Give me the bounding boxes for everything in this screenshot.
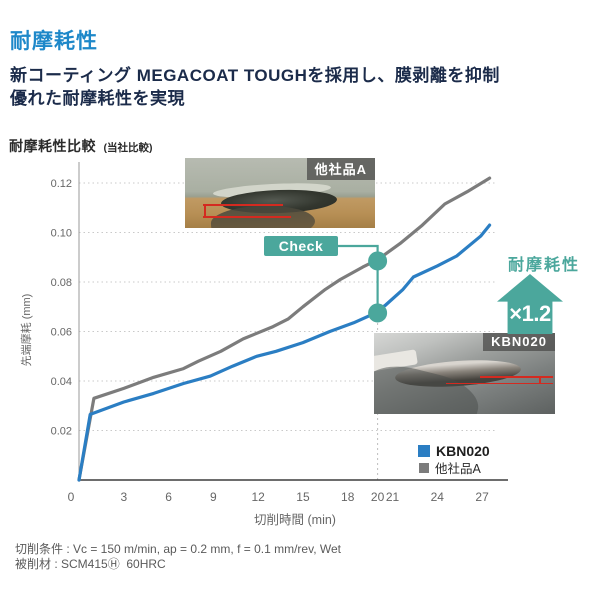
- wear-resistance-gain-label: 耐摩耗性: [507, 257, 580, 274]
- x-axis-label: 切削時間 (min): [254, 513, 336, 527]
- chart-title-note: (当社比較): [103, 142, 153, 154]
- y-tick-label: 0.08: [51, 277, 72, 289]
- series-line-他社品A: [77, 176, 492, 482]
- x-tick-label: 18: [341, 490, 355, 504]
- x-tick-label: 27: [475, 490, 489, 504]
- series-line-KBN020: [77, 223, 492, 482]
- legend-label-competitor: 他社品A: [435, 462, 481, 476]
- x-tick-label: 3: [120, 490, 127, 504]
- y-tick-label: 0.06: [51, 327, 72, 339]
- legend-item-kbn020: KBN020: [418, 442, 490, 459]
- check-connector: [338, 244, 379, 313]
- chart-title: 耐摩耗性比較: [9, 138, 96, 154]
- check-badge: Check: [264, 236, 338, 256]
- check-point-marker: [368, 303, 388, 323]
- x-tick-label: 24: [431, 490, 445, 504]
- legend-item-competitor: 他社品A: [418, 459, 490, 476]
- x-tick-label: 15: [296, 490, 310, 504]
- wear-measurement-line: [203, 216, 291, 218]
- wear-measurement-line: [446, 382, 553, 384]
- wear-measurement-line: [203, 204, 283, 206]
- y-tick-label: 0.10: [51, 228, 72, 240]
- photo-label-kbn020: KBN020: [483, 333, 555, 351]
- x-tick-label: 12: [251, 490, 265, 504]
- chart-heading: 耐摩耗性比較 (当社比較): [9, 136, 152, 156]
- wear-measurement-line: [480, 376, 553, 378]
- kbn020-wear-photo: KBN020: [374, 333, 555, 414]
- x-tick-label: 9: [210, 490, 217, 504]
- photo-label-competitor: 他社品A: [306, 158, 375, 180]
- subtitle-line1: 新コーティング MEGACOAT TOUGHを採用し、膜剥離を抑制: [10, 66, 500, 85]
- x-tick-label: 0: [68, 490, 75, 504]
- legend-label-kbn020: KBN020: [436, 442, 490, 459]
- cutting-conditions: 切削条件 : Vc = 150 m/min, ap = 0.2 mm, f = …: [15, 542, 341, 556]
- legend-swatch-competitor: [419, 462, 429, 473]
- competitor-wear-photo: 他社品A: [185, 158, 375, 228]
- y-tick-label: 0.12: [51, 178, 72, 190]
- gain-multiplier: ×1.2: [509, 301, 551, 326]
- y-tick-label: 0.04: [51, 376, 72, 388]
- chart-legend: KBN020 他社品A: [418, 442, 490, 476]
- work-material: 被削材 : SCM415Ⓗ 60HRC: [15, 557, 166, 571]
- x-tick-label: 20: [371, 490, 385, 504]
- y-axis-label: 先端摩耗 (mm): [21, 293, 33, 367]
- y-tick-label: 0.02: [51, 426, 72, 438]
- x-tick-label: 21: [386, 490, 400, 504]
- wear-measurement-arrow: [539, 376, 541, 384]
- wear-measurement-arrow: [204, 204, 206, 217]
- page-title: 耐摩耗性: [10, 30, 98, 53]
- x-tick-label: 6: [165, 490, 172, 504]
- check-point-marker: [368, 251, 388, 271]
- subtitle-line2: 優れた耐摩耗性を実現: [10, 89, 185, 108]
- legend-swatch-kbn020: [418, 444, 430, 457]
